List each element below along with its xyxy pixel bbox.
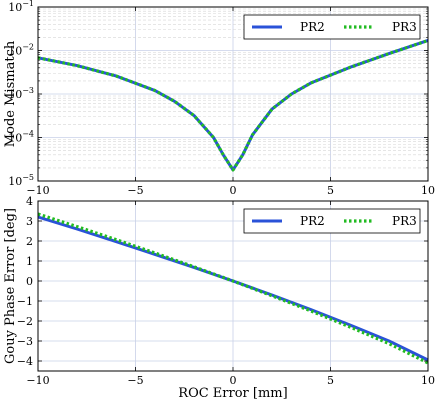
- x-tick-label: 10: [421, 374, 435, 387]
- y-tick-label: 3: [26, 215, 33, 228]
- legend-label-pr2: PR2: [300, 20, 325, 34]
- y-tick-label-base: 10: [8, 45, 22, 58]
- y-tick-label: −3: [17, 335, 33, 348]
- x-tick-label: −5: [127, 184, 143, 197]
- y-tick-label-base: 10: [8, 88, 22, 101]
- y-tick-label-exponent: −3: [22, 86, 34, 95]
- x-tick-label: 5: [327, 184, 334, 197]
- bottom-y-axis-label: Gouy Phase Error [deg]: [3, 208, 18, 364]
- y-tick-label: 10−2: [8, 43, 34, 58]
- y-tick-label: 10−4: [8, 130, 34, 145]
- y-tick-label: 1: [26, 255, 33, 268]
- y-tick-label-exponent: −4: [22, 130, 34, 139]
- y-tick-label: 4: [26, 195, 33, 208]
- y-tick-label-base: 10: [8, 175, 22, 188]
- y-tick-label: −2: [17, 315, 33, 328]
- x-tick-label: 0: [230, 374, 237, 387]
- y-tick-label: 10−5: [8, 173, 34, 188]
- bottom-legend: PR2 PR3: [243, 208, 421, 234]
- y-tick-label: −4: [17, 355, 33, 368]
- bottom-series: [37, 212, 429, 365]
- legend-label-pr3: PR3: [392, 214, 417, 228]
- y-tick-label-exponent: −5: [22, 173, 34, 182]
- y-tick-label-exponent: −1: [22, 0, 34, 8]
- y-tick-label: 0: [26, 275, 33, 288]
- y-tick-label-exponent: −2: [22, 43, 34, 52]
- series-line-pr3: [37, 38, 429, 172]
- legend-label-pr2: PR2: [300, 214, 325, 228]
- top-y-axis-label: Mode Mismatch: [3, 40, 18, 147]
- y-tick-label-base: 10: [8, 1, 22, 14]
- y-tick-label: 10−1: [8, 0, 34, 14]
- x-tick-label: 10: [421, 184, 435, 197]
- x-tick-label: −10: [26, 374, 49, 387]
- bottom-x-axis-label: ROC Error [mm]: [178, 386, 287, 400]
- x-tick-label: −10: [26, 184, 49, 197]
- y-tick-label: −1: [17, 295, 33, 308]
- top-legend: PR2 PR3: [243, 14, 421, 40]
- series-line-pr3: [37, 212, 429, 365]
- y-tick-label: 2: [26, 235, 33, 248]
- legend-label-pr3: PR3: [392, 20, 417, 34]
- y-tick-label: 10−3: [8, 86, 34, 101]
- x-tick-label: −5: [127, 374, 143, 387]
- y-tick-label-base: 10: [8, 132, 22, 145]
- top-series: [37, 38, 429, 172]
- x-tick-label: 0: [230, 184, 237, 197]
- x-tick-label: 5: [327, 374, 334, 387]
